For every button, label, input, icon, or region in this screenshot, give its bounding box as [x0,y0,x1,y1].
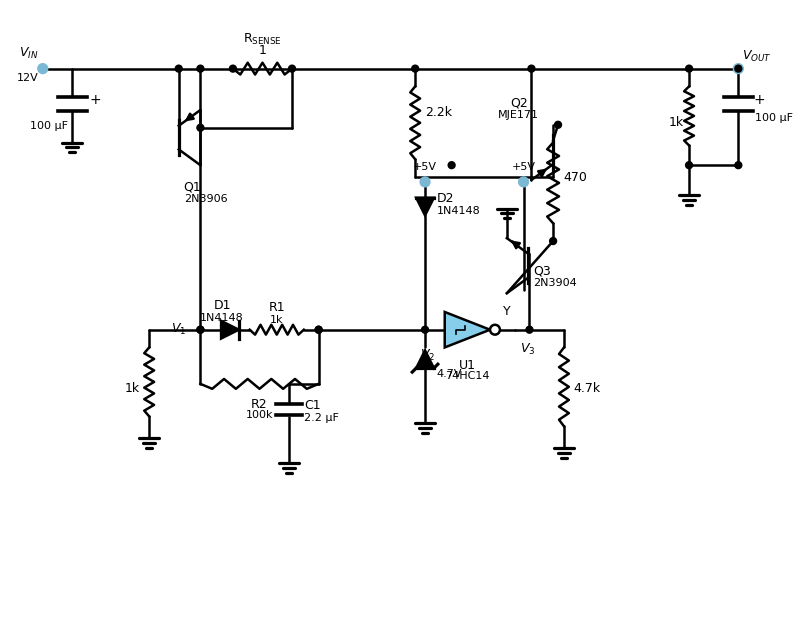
Polygon shape [416,350,434,368]
Text: 1N4148: 1N4148 [200,313,244,323]
Circle shape [550,237,557,244]
Text: Y: Y [503,305,510,318]
Circle shape [528,65,535,72]
Text: $V_2$: $V_2$ [421,347,435,363]
Circle shape [490,325,500,335]
Circle shape [526,326,533,333]
Text: 1k: 1k [124,383,139,396]
Text: 4.7k: 4.7k [574,383,601,396]
Circle shape [289,65,295,72]
Text: 2.2k: 2.2k [425,107,452,120]
Circle shape [735,162,742,169]
Text: +5V: +5V [511,162,535,172]
Polygon shape [221,321,239,339]
Text: $V_1$: $V_1$ [171,322,186,337]
Text: 12V: 12V [17,73,39,82]
Text: MJE171: MJE171 [498,110,539,120]
Text: 1: 1 [258,44,266,57]
Circle shape [315,326,322,333]
Text: 2N3904: 2N3904 [534,278,577,288]
Text: R1: R1 [269,301,285,314]
Text: 100 μF: 100 μF [30,121,68,131]
Circle shape [518,177,529,187]
Text: $V_{IN}$: $V_{IN}$ [19,46,39,61]
Text: $V_{OUT}$: $V_{OUT}$ [742,48,772,64]
Circle shape [422,326,429,333]
Text: 470: 470 [563,172,587,185]
Circle shape [38,64,48,74]
Polygon shape [416,198,434,215]
Text: 2.2 μF: 2.2 μF [304,414,338,423]
Circle shape [686,162,693,169]
Circle shape [420,177,430,187]
Text: Q3: Q3 [534,264,551,277]
Polygon shape [445,312,490,347]
Text: D2: D2 [437,192,454,205]
Circle shape [448,162,455,169]
Text: 4.7V: 4.7V [437,369,462,379]
Circle shape [735,65,742,72]
Text: 2N3906: 2N3906 [184,193,227,204]
Circle shape [230,65,236,72]
Circle shape [686,65,693,72]
Text: 1N4148: 1N4148 [437,206,481,216]
Text: +: + [753,93,765,107]
Text: +5V: +5V [413,162,437,172]
Text: D1: D1 [214,299,231,312]
Circle shape [197,124,204,131]
Circle shape [734,64,743,74]
Text: +: + [89,93,101,107]
Text: U1: U1 [459,359,476,372]
Text: R$_\mathregular{SENSE}$: R$_\mathregular{SENSE}$ [243,32,282,47]
Text: $V_3$: $V_3$ [520,342,535,356]
Text: 1k: 1k [669,117,684,130]
Text: 100k: 100k [246,409,274,420]
Text: Q1: Q1 [184,180,202,193]
Text: 100 μF: 100 μF [755,113,793,123]
Circle shape [197,65,204,72]
Circle shape [554,122,562,128]
Circle shape [175,65,182,72]
Circle shape [315,326,322,333]
Text: C1: C1 [304,399,321,412]
Circle shape [197,326,204,333]
Text: 1k: 1k [270,315,283,325]
Text: R2: R2 [251,397,268,410]
Circle shape [412,65,418,72]
Text: 74HC14: 74HC14 [445,371,490,381]
Text: Q2: Q2 [510,97,527,110]
Circle shape [197,326,204,333]
